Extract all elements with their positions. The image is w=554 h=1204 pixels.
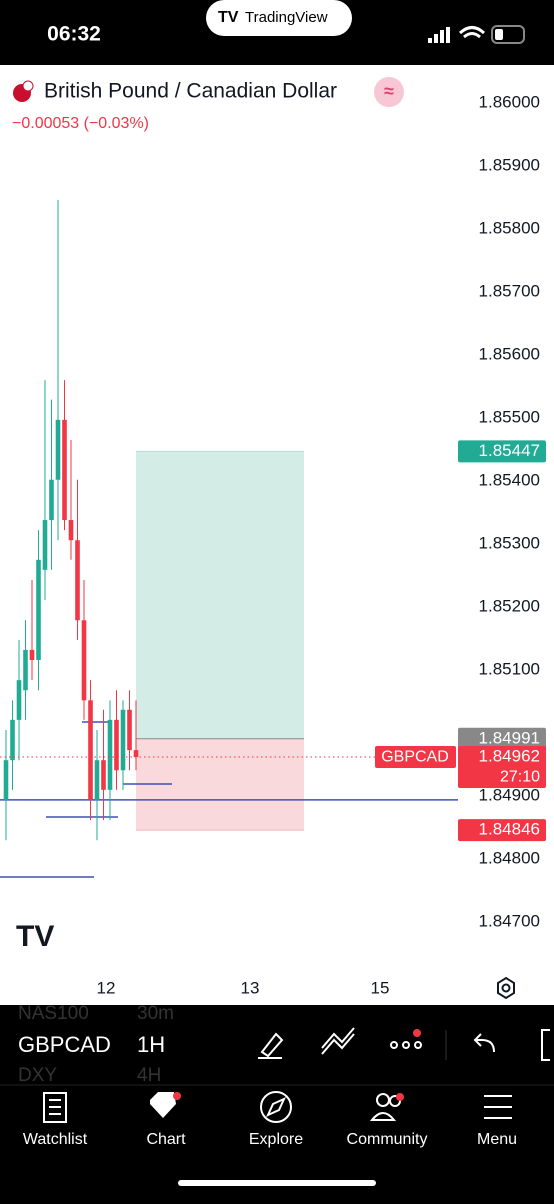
- candle-body: [55, 419, 61, 480]
- symbol-below[interactable]: DXY: [18, 1065, 57, 1086]
- x-tick-label: 13: [241, 978, 260, 997]
- tab-label[interactable]: Watchlist: [23, 1131, 88, 1148]
- more-icon[interactable]: [390, 1041, 422, 1049]
- candle-body: [23, 649, 28, 691]
- target-zone: [136, 451, 304, 739]
- candle-body: [62, 419, 67, 521]
- candle-body: [75, 540, 80, 621]
- symbol-tag: [375, 746, 456, 769]
- candle-body: [133, 750, 139, 758]
- interval-current[interactable]: 1H: [137, 1032, 165, 1057]
- indicator-icon[interactable]: [321, 1027, 355, 1055]
- symbol-current[interactable]: GBPCAD: [18, 1032, 111, 1057]
- candle-body: [68, 520, 74, 541]
- y-tick-label: 1.85100: [479, 660, 540, 679]
- x-tick-label: 15: [371, 978, 390, 997]
- y-tick-label: 1.84700: [479, 912, 540, 931]
- candle-body: [120, 709, 126, 771]
- y-tick-label: 1.85500: [479, 407, 540, 426]
- tab-label[interactable]: Menu: [477, 1131, 517, 1148]
- stop-label: 1.84846: [479, 820, 540, 839]
- chart-icon: [150, 1092, 176, 1118]
- settings-icon[interactable]: [497, 976, 515, 1000]
- tab-label[interactable]: Explore: [249, 1131, 303, 1148]
- stop-box: [458, 819, 546, 842]
- menu-icon: [484, 1095, 512, 1119]
- more-badge: [413, 1029, 421, 1037]
- chart-badge: [173, 1092, 181, 1100]
- entry-box: [458, 727, 546, 750]
- candle-body: [101, 760, 106, 790]
- draw-icon[interactable]: [258, 1032, 284, 1059]
- interval-below[interactable]: 4H: [137, 1065, 161, 1086]
- y-tick-label: 1.85600: [479, 344, 540, 363]
- watchlist-icon: [43, 1092, 67, 1123]
- symbol-above[interactable]: NAS100: [18, 1003, 89, 1024]
- tab-label[interactable]: Chart: [146, 1131, 186, 1148]
- tab-label[interactable]: Community: [347, 1131, 428, 1148]
- explore-needle: [265, 1096, 287, 1118]
- candle-body: [16, 680, 22, 720]
- target-box: [458, 440, 546, 463]
- status-badge-icon: ≈: [384, 81, 394, 101]
- target-label: 1.85447: [479, 441, 540, 460]
- y-tick-label: 1.86000: [479, 92, 540, 111]
- y-tick-label: 1.85200: [479, 597, 540, 616]
- candle-body: [81, 620, 87, 701]
- explore-icon: [260, 1091, 292, 1123]
- clock: 06:32: [47, 23, 101, 46]
- candle-body: [88, 700, 93, 800]
- last-price-box: [458, 746, 546, 789]
- home-indicator: [178, 1180, 376, 1186]
- y-tick-label: 1.85900: [479, 155, 540, 174]
- symbol-title[interactable]: British Pound / Canadian Dollar: [44, 80, 337, 103]
- chart: 1.86000 1.85900 1.85800 1.85700 1.85600 1.855…: [0, 92, 546, 997]
- candle-body: [94, 760, 100, 800]
- y-tick-label: 1.84800: [479, 849, 540, 868]
- last-price-label: 1.84962: [479, 747, 540, 766]
- signal-icon: [428, 27, 450, 43]
- app-logo: TV: [218, 9, 239, 26]
- candle-body: [114, 719, 119, 771]
- candle-body: [29, 649, 35, 660]
- candle-body: [3, 760, 9, 800]
- wifi-icon: [458, 26, 486, 39]
- countdown: 27:10: [500, 768, 540, 785]
- community-icon: [369, 1093, 401, 1121]
- candle-body: [42, 520, 48, 570]
- candle-body: [10, 719, 15, 761]
- more-tools-icon[interactable]: [541, 1029, 550, 1061]
- symbol-tag-label: GBPCAD: [381, 748, 449, 765]
- app-pill: [206, 0, 352, 36]
- x-tick-label: 12: [97, 978, 116, 997]
- tv-logo: TV: [16, 920, 54, 953]
- interval-above[interactable]: 30m: [137, 1003, 174, 1024]
- community-badge: [396, 1093, 404, 1101]
- price-change: −0.00053 (−0.03%): [12, 115, 149, 132]
- status-badge[interactable]: [374, 77, 404, 107]
- undo-icon[interactable]: [473, 1033, 495, 1053]
- y-tick-label: 1.84900: [479, 786, 540, 805]
- y-tick-label: 1.85800: [479, 218, 540, 237]
- app-name: TradingView: [245, 9, 328, 26]
- entry-label: 1.84991: [479, 728, 540, 747]
- battery-level: [495, 29, 503, 40]
- candle-body: [49, 479, 54, 521]
- y-tick-label: 1.85400: [479, 470, 540, 489]
- candle-body: [107, 719, 113, 790]
- settings-icon-center: [501, 983, 511, 993]
- battery-icon: [491, 25, 525, 44]
- flag-icon-2: [22, 80, 34, 92]
- y-tick-label: 1.85700: [479, 281, 540, 300]
- y-tick-label: 1.85300: [479, 533, 540, 552]
- candle-body: [36, 559, 41, 660]
- candle-body: [127, 709, 132, 751]
